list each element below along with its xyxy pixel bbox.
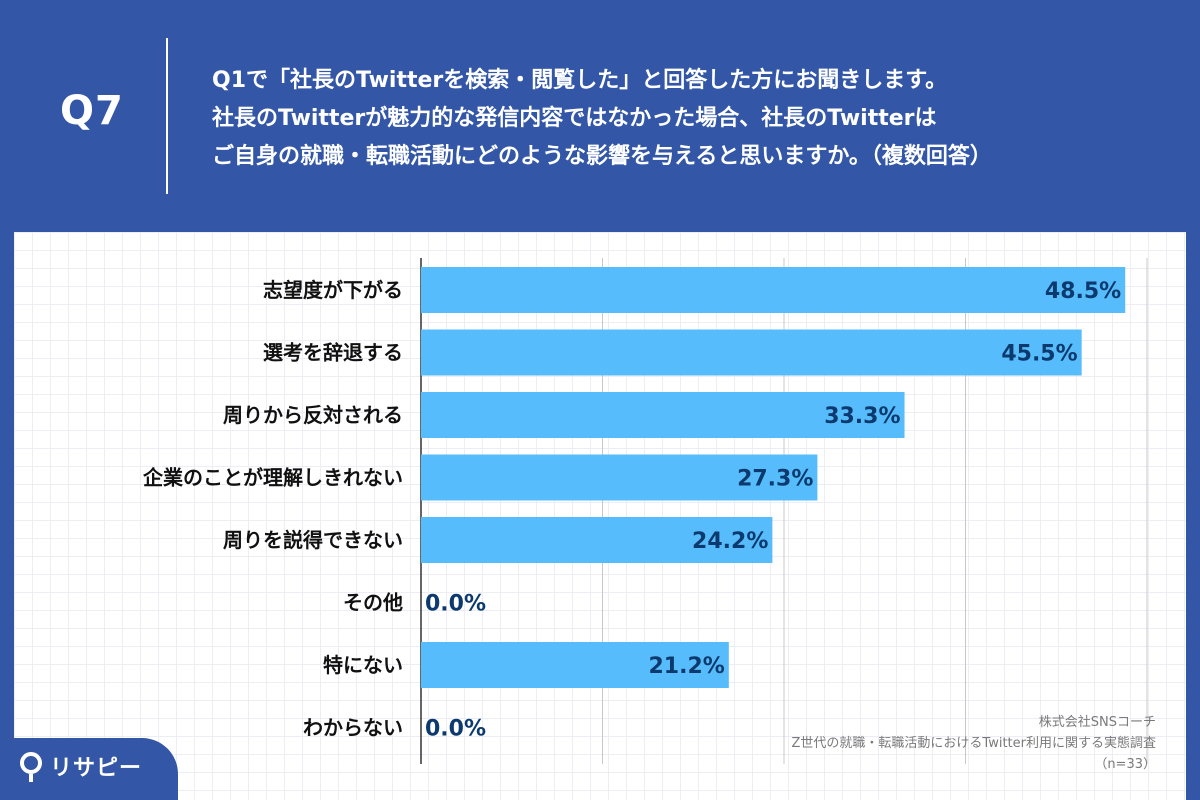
- category-label: 選考を辞退する: [263, 341, 403, 365]
- bar: [421, 642, 729, 688]
- source-notes: 株式会社SNSコーチ Z世代の就職・転職活動におけるTwitter利用に関する実…: [792, 712, 1156, 775]
- category-label: 周りから反対される: [223, 403, 403, 427]
- question-line-2: 社長のTwitterが魅力的な発信内容ではなかった場合、社長のTwitterは: [212, 106, 937, 131]
- question-number: Q7: [60, 88, 124, 134]
- bar: [421, 454, 818, 501]
- question-line-3: ご自身の就職・転職活動にどのような影響を与えると思いますか。（複数回答）: [212, 144, 992, 169]
- category-label: わからない: [303, 716, 403, 740]
- question-header: Q7 Q1で「社長のTwitterを検索・閲覧した」と回答した方にお聞きします。…: [0, 0, 1200, 232]
- brand-name: リサピー: [50, 756, 143, 781]
- data-label: 0.0%: [425, 592, 486, 617]
- bar: [421, 517, 773, 563]
- data-label: 33.3%: [824, 404, 900, 429]
- header-divider: [166, 38, 168, 194]
- data-label: 0.0%: [425, 717, 486, 742]
- data-label: 45.5%: [1001, 342, 1077, 367]
- bar-chart: 志望度が下がる 48.5% 選考を辞退する 45.5% 周りから反対される 33.3% 企業…: [142, 258, 1148, 764]
- location-pin-icon: [20, 752, 42, 782]
- data-label: 24.2%: [692, 529, 768, 554]
- category-label: 志望度が下がる: [263, 278, 403, 302]
- bar: [421, 329, 1082, 376]
- bar: [421, 267, 1126, 313]
- brand-logo: リサピー: [0, 738, 178, 800]
- source-survey: Z世代の就職・転職活動におけるTwitter利用に関する実態調査: [791, 736, 1156, 751]
- bar: [421, 392, 905, 438]
- category-label: 特にない: [323, 653, 403, 677]
- source-company: 株式会社SNSコーチ: [1038, 715, 1156, 730]
- question-line-1: Q1で「社長のTwitterを検索・閲覧した」と回答した方にお聞きします。: [212, 68, 948, 93]
- category-label: 企業のことが理解しきれない: [142, 466, 403, 490]
- question-text: Q1で「社長のTwitterを検索・閲覧した」と回答した方にお聞きします。 社長…: [212, 62, 992, 176]
- source-sample: （n=33）: [1094, 757, 1156, 772]
- data-label: 21.2%: [648, 654, 724, 679]
- data-label: 48.5%: [1045, 279, 1121, 304]
- data-label: 27.3%: [737, 467, 813, 492]
- chart-card: 志望度が下がる 48.5% 選考を辞退する 45.5% 周りから反対される 33.3% 企業…: [14, 232, 1186, 800]
- category-label: 周りを説得できない: [223, 528, 403, 552]
- category-label: その他: [343, 591, 403, 615]
